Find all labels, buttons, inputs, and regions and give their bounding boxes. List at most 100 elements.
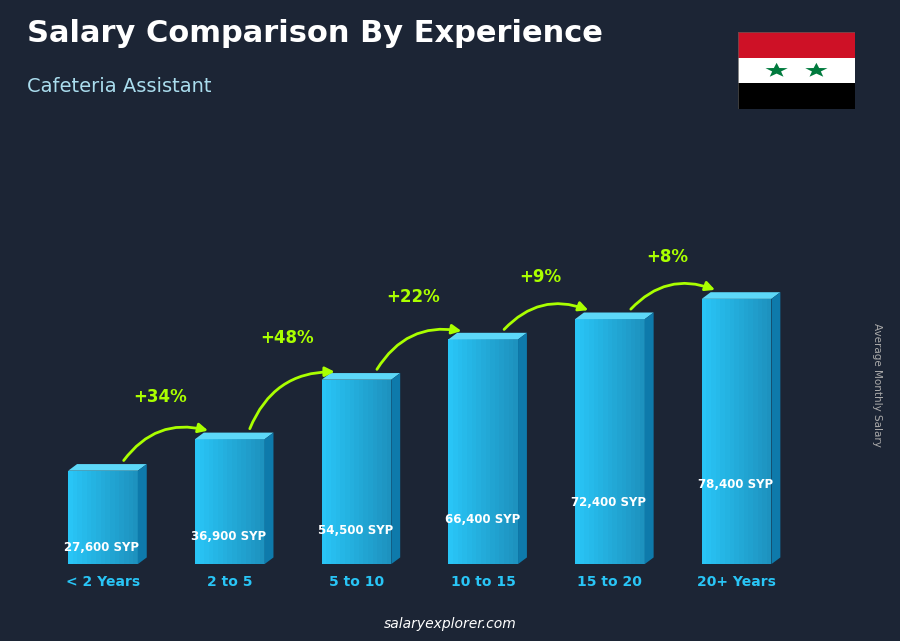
Polygon shape (448, 340, 518, 564)
Polygon shape (340, 379, 345, 564)
Polygon shape (702, 299, 771, 564)
Polygon shape (500, 340, 504, 564)
Polygon shape (504, 340, 508, 564)
Polygon shape (354, 379, 359, 564)
Polygon shape (495, 340, 500, 564)
Polygon shape (82, 470, 86, 564)
Polygon shape (762, 299, 767, 564)
Polygon shape (373, 379, 377, 564)
FancyArrowPatch shape (631, 283, 712, 309)
Polygon shape (640, 319, 644, 564)
Polygon shape (265, 433, 274, 564)
Polygon shape (232, 439, 237, 564)
Polygon shape (758, 299, 762, 564)
Polygon shape (387, 379, 392, 564)
Polygon shape (635, 319, 640, 564)
Polygon shape (720, 299, 725, 564)
Polygon shape (336, 379, 340, 564)
Text: +8%: +8% (646, 247, 688, 265)
Text: 27,600 SYP: 27,600 SYP (65, 541, 140, 554)
Polygon shape (730, 299, 734, 564)
Polygon shape (467, 340, 472, 564)
Polygon shape (508, 340, 513, 564)
Polygon shape (195, 439, 265, 564)
Bar (738, 32, 855, 58)
Polygon shape (251, 439, 256, 564)
Text: Average Monthly Salary: Average Monthly Salary (872, 322, 883, 447)
Text: +34%: +34% (133, 388, 187, 406)
Polygon shape (725, 299, 730, 564)
Text: 36,900 SYP: 36,900 SYP (191, 530, 266, 543)
Polygon shape (228, 439, 232, 564)
Polygon shape (321, 379, 392, 564)
Polygon shape (513, 340, 518, 564)
Polygon shape (739, 299, 743, 564)
Polygon shape (382, 379, 387, 564)
Polygon shape (631, 319, 635, 564)
Polygon shape (608, 319, 612, 564)
Polygon shape (594, 319, 598, 564)
Polygon shape (129, 470, 133, 564)
Polygon shape (114, 470, 120, 564)
Text: +48%: +48% (260, 329, 313, 347)
Text: Salary Comparison By Experience: Salary Comparison By Experience (27, 19, 603, 48)
Polygon shape (748, 299, 753, 564)
Polygon shape (626, 319, 631, 564)
Polygon shape (491, 340, 495, 564)
Polygon shape (485, 340, 490, 564)
Polygon shape (213, 439, 218, 564)
Polygon shape (716, 299, 720, 564)
Polygon shape (246, 439, 251, 564)
Polygon shape (218, 439, 223, 564)
Polygon shape (743, 299, 748, 564)
Polygon shape (349, 379, 354, 564)
Polygon shape (237, 439, 241, 564)
Polygon shape (575, 313, 653, 319)
Polygon shape (603, 319, 608, 564)
Polygon shape (377, 379, 382, 564)
Polygon shape (616, 319, 622, 564)
Polygon shape (68, 470, 138, 564)
Polygon shape (195, 433, 274, 439)
Polygon shape (68, 464, 147, 470)
Text: 66,400 SYP: 66,400 SYP (445, 513, 520, 526)
Polygon shape (133, 470, 138, 564)
Text: Cafeteria Assistant: Cafeteria Assistant (27, 77, 212, 96)
Polygon shape (138, 464, 147, 564)
Polygon shape (96, 470, 101, 564)
Polygon shape (806, 63, 827, 77)
Polygon shape (448, 333, 526, 340)
Polygon shape (368, 379, 373, 564)
Polygon shape (518, 333, 526, 564)
Polygon shape (241, 439, 246, 564)
Polygon shape (771, 292, 780, 564)
Polygon shape (476, 340, 481, 564)
Text: +22%: +22% (387, 288, 440, 306)
Polygon shape (644, 313, 653, 564)
Polygon shape (612, 319, 616, 564)
Polygon shape (110, 470, 114, 564)
Polygon shape (472, 340, 476, 564)
Text: 78,400 SYP: 78,400 SYP (698, 478, 773, 491)
Polygon shape (767, 299, 771, 564)
Polygon shape (92, 470, 96, 564)
Polygon shape (766, 63, 788, 77)
Polygon shape (209, 439, 213, 564)
Polygon shape (101, 470, 105, 564)
Bar (738, 58, 855, 83)
Polygon shape (753, 299, 758, 564)
Polygon shape (481, 340, 485, 564)
Text: +9%: +9% (519, 268, 562, 286)
Polygon shape (463, 340, 467, 564)
Polygon shape (124, 470, 129, 564)
Polygon shape (321, 373, 400, 379)
Polygon shape (260, 439, 265, 564)
Polygon shape (702, 292, 780, 299)
Polygon shape (256, 439, 260, 564)
Polygon shape (575, 319, 644, 564)
Polygon shape (589, 319, 594, 564)
FancyArrowPatch shape (377, 326, 458, 369)
FancyArrowPatch shape (504, 303, 585, 329)
Text: salaryexplorer.com: salaryexplorer.com (383, 617, 517, 631)
Polygon shape (734, 299, 739, 564)
